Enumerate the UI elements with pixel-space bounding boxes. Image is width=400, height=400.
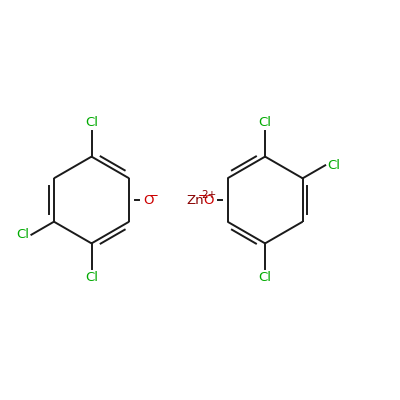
Text: Cl: Cl: [258, 271, 272, 284]
Text: O: O: [143, 194, 153, 206]
Text: Zn: Zn: [186, 194, 204, 206]
Text: Cl: Cl: [327, 159, 340, 172]
Text: Cl: Cl: [85, 116, 98, 129]
Text: −: −: [198, 189, 208, 202]
Text: −: −: [149, 189, 159, 202]
Text: 2+: 2+: [201, 190, 216, 200]
Text: Cl: Cl: [16, 228, 30, 241]
Text: Cl: Cl: [258, 116, 272, 129]
Text: O: O: [203, 194, 214, 206]
Text: Cl: Cl: [85, 271, 98, 284]
